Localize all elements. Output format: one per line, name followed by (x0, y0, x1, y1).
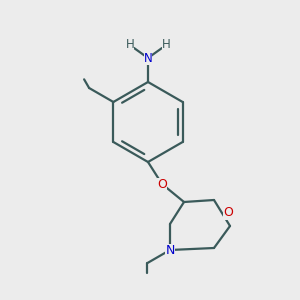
Text: O: O (157, 178, 167, 190)
Text: H: H (126, 38, 134, 52)
Text: H: H (162, 38, 170, 52)
Text: O: O (223, 206, 233, 220)
Text: N: N (144, 52, 152, 64)
Text: N: N (165, 244, 175, 256)
